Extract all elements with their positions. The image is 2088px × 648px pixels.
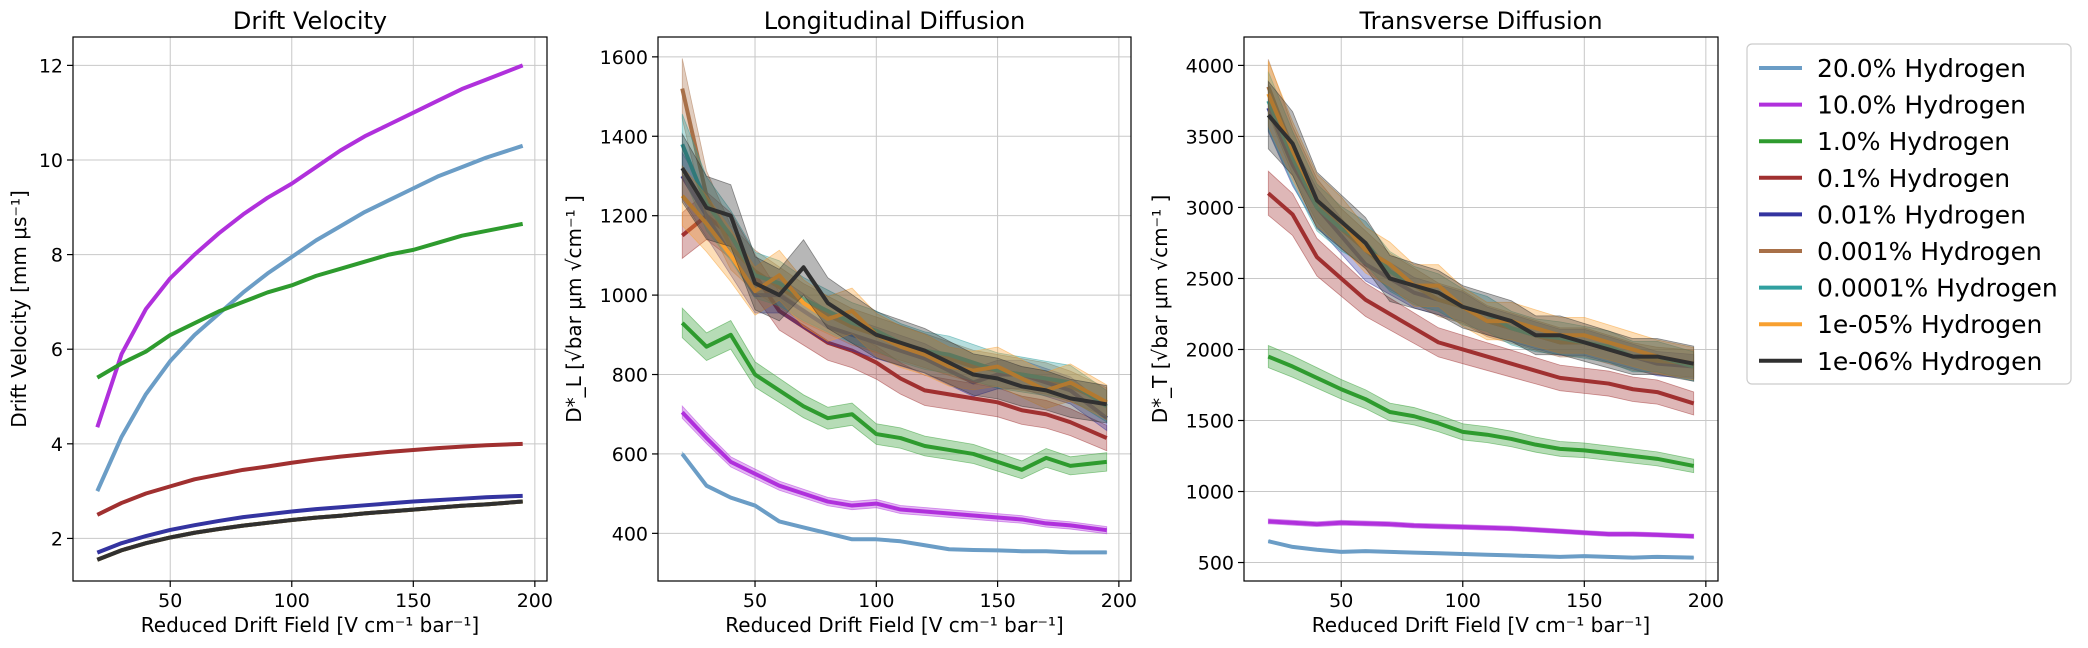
x-axis-label: Reduced Drift Field [V cm⁻¹ bar⁻¹]: [725, 613, 1063, 637]
legend-entry: 20.0% Hydrogen: [1759, 54, 2026, 83]
y-tick-label: 600: [612, 444, 648, 466]
x-axis-label: Reduced Drift Field [V cm⁻¹ bar⁻¹]: [1312, 613, 1650, 637]
series-line-h1: [1267, 354, 1695, 468]
series-line-h1e06: [96, 499, 523, 562]
plot-frame: [657, 36, 1132, 582]
legend-label: 0.01% Hydrogen: [1817, 200, 2026, 229]
panel-1: 50 100 150 200 2 4 6 8 10 12 Drift Velocity Reduced…: [7, 7, 553, 637]
legend-entry: 1.0% Hydrogen: [1759, 127, 2010, 156]
panels: 50 100 150 200 2 4 6 8 10 12 Drift Velocity Reduced…: [7, 7, 1724, 637]
series-line-h10: [95, 63, 524, 428]
legend-entry: 10.0% Hydrogen: [1759, 91, 2026, 120]
x-tick-label: 100: [858, 590, 894, 612]
y-tick-label: 1400: [600, 126, 648, 148]
y-tick-label: 1200: [600, 206, 648, 228]
legend-entry: 0.01% Hydrogen: [1759, 200, 2026, 229]
x-axis-label: Reduced Drift Field [V cm⁻¹ bar⁻¹]: [141, 613, 479, 637]
x-tick-label: 200: [517, 590, 553, 612]
y-tick-label: 800: [612, 365, 648, 387]
y-tick-label: 500: [1198, 553, 1234, 575]
x-tick-label: 50: [743, 590, 767, 612]
y-tick-label: 3000: [1186, 197, 1234, 219]
y-tick-label: 12: [39, 55, 63, 77]
y-tick-label: 1500: [1186, 410, 1234, 432]
x-tick-label: 100: [1445, 590, 1481, 612]
series-group: [1266, 59, 1695, 560]
series-line-h001: [96, 493, 523, 555]
y-tick-label: 1000: [1186, 482, 1234, 504]
x-tick-label: 200: [1688, 590, 1724, 612]
y-tick-label: 1600: [600, 47, 648, 69]
series-line-h20: [1267, 539, 1694, 560]
error-band-h1e06: [681, 132, 1108, 424]
y-tick-label: 4: [51, 434, 63, 456]
legend-box: [1746, 43, 2072, 385]
x-tick-label: 200: [1101, 590, 1137, 612]
legend-entry: 1e-06% Hydrogen: [1759, 347, 2042, 376]
y-tick-label: 10: [39, 150, 63, 172]
y-tick-label: 3500: [1186, 126, 1234, 148]
panel-title: Longitudinal Diffusion: [764, 7, 1025, 35]
x-tick-label: 100: [274, 590, 310, 612]
y-tick-label: 2500: [1186, 268, 1234, 290]
y-tick-label: 2: [51, 528, 63, 550]
error-band-h1: [681, 307, 1108, 480]
x-tick-label: 50: [158, 590, 182, 612]
y-tick-label: 1000: [600, 285, 648, 307]
series-group: [95, 63, 524, 562]
series-line-h01: [96, 441, 523, 517]
legend-label: 20.0% Hydrogen: [1817, 54, 2026, 83]
plot-frame: [72, 36, 548, 582]
panel-3: 50 100 150 200 500 1000 1500 2000 2500 3000 3500 40…: [1148, 7, 1724, 637]
y-tick-label: 2000: [1186, 339, 1234, 361]
panel-title: Transverse Diffusion: [1358, 7, 1602, 35]
legend-entry: 0.0001% Hydrogen: [1759, 274, 2058, 303]
panel-title: Drift Velocity: [233, 7, 387, 35]
series-line-h10: [680, 410, 1108, 533]
legend-label: 0.0001% Hydrogen: [1817, 274, 2058, 303]
legend-label: 1e-06% Hydrogen: [1817, 347, 2042, 376]
series-line-h1e06: [1266, 113, 1695, 366]
legend-label: 10.0% Hydrogen: [1817, 91, 2026, 120]
series-line-h1e06: [680, 166, 1108, 407]
series-line-h20: [95, 143, 524, 492]
y-tick-label: 8: [51, 245, 63, 267]
series-group: [680, 58, 1108, 555]
panel-2: 50 100 150 200 400 600 800 1000 1200 1400 1600 Long…: [562, 7, 1137, 637]
legend-label: 1.0% Hydrogen: [1817, 127, 2010, 156]
legend: 20.0% Hydrogen 10.0% Hydrogen 1.0% Hydroge…: [1746, 43, 2072, 385]
x-tick-label: 50: [1329, 590, 1353, 612]
plot-frame: [1243, 36, 1719, 582]
y-tick-label: 6: [51, 339, 63, 361]
y-axis-label: Drift Velocity [mm μs⁻¹]: [7, 190, 31, 428]
x-tick-label: 150: [395, 590, 431, 612]
y-axis-label: D*_T [√bar μm √cm⁻¹ ]: [1148, 195, 1172, 424]
y-tick-label: 4000: [1186, 55, 1234, 77]
legend-entry: 1e-05% Hydrogen: [1759, 310, 2042, 339]
legend-entry: 0.001% Hydrogen: [1759, 237, 2042, 266]
legend-entry: 0.1% Hydrogen: [1759, 164, 2010, 193]
legend-label: 0.1% Hydrogen: [1817, 164, 2010, 193]
series-line-h1: [96, 221, 524, 380]
x-tick-label: 150: [1566, 590, 1602, 612]
legend-label: 0.001% Hydrogen: [1817, 237, 2042, 266]
x-tick-label: 150: [979, 590, 1015, 612]
series-line-h20: [680, 452, 1107, 555]
y-axis-label: D*_L [√bar μm √cm⁻¹ ]: [562, 195, 586, 423]
series-line-h10: [1268, 519, 1694, 539]
series-line-h01: [1266, 191, 1695, 406]
series-line-h1: [680, 321, 1107, 472]
y-tick-label: 400: [612, 523, 648, 545]
legend-label: 1e-05% Hydrogen: [1817, 310, 2042, 339]
